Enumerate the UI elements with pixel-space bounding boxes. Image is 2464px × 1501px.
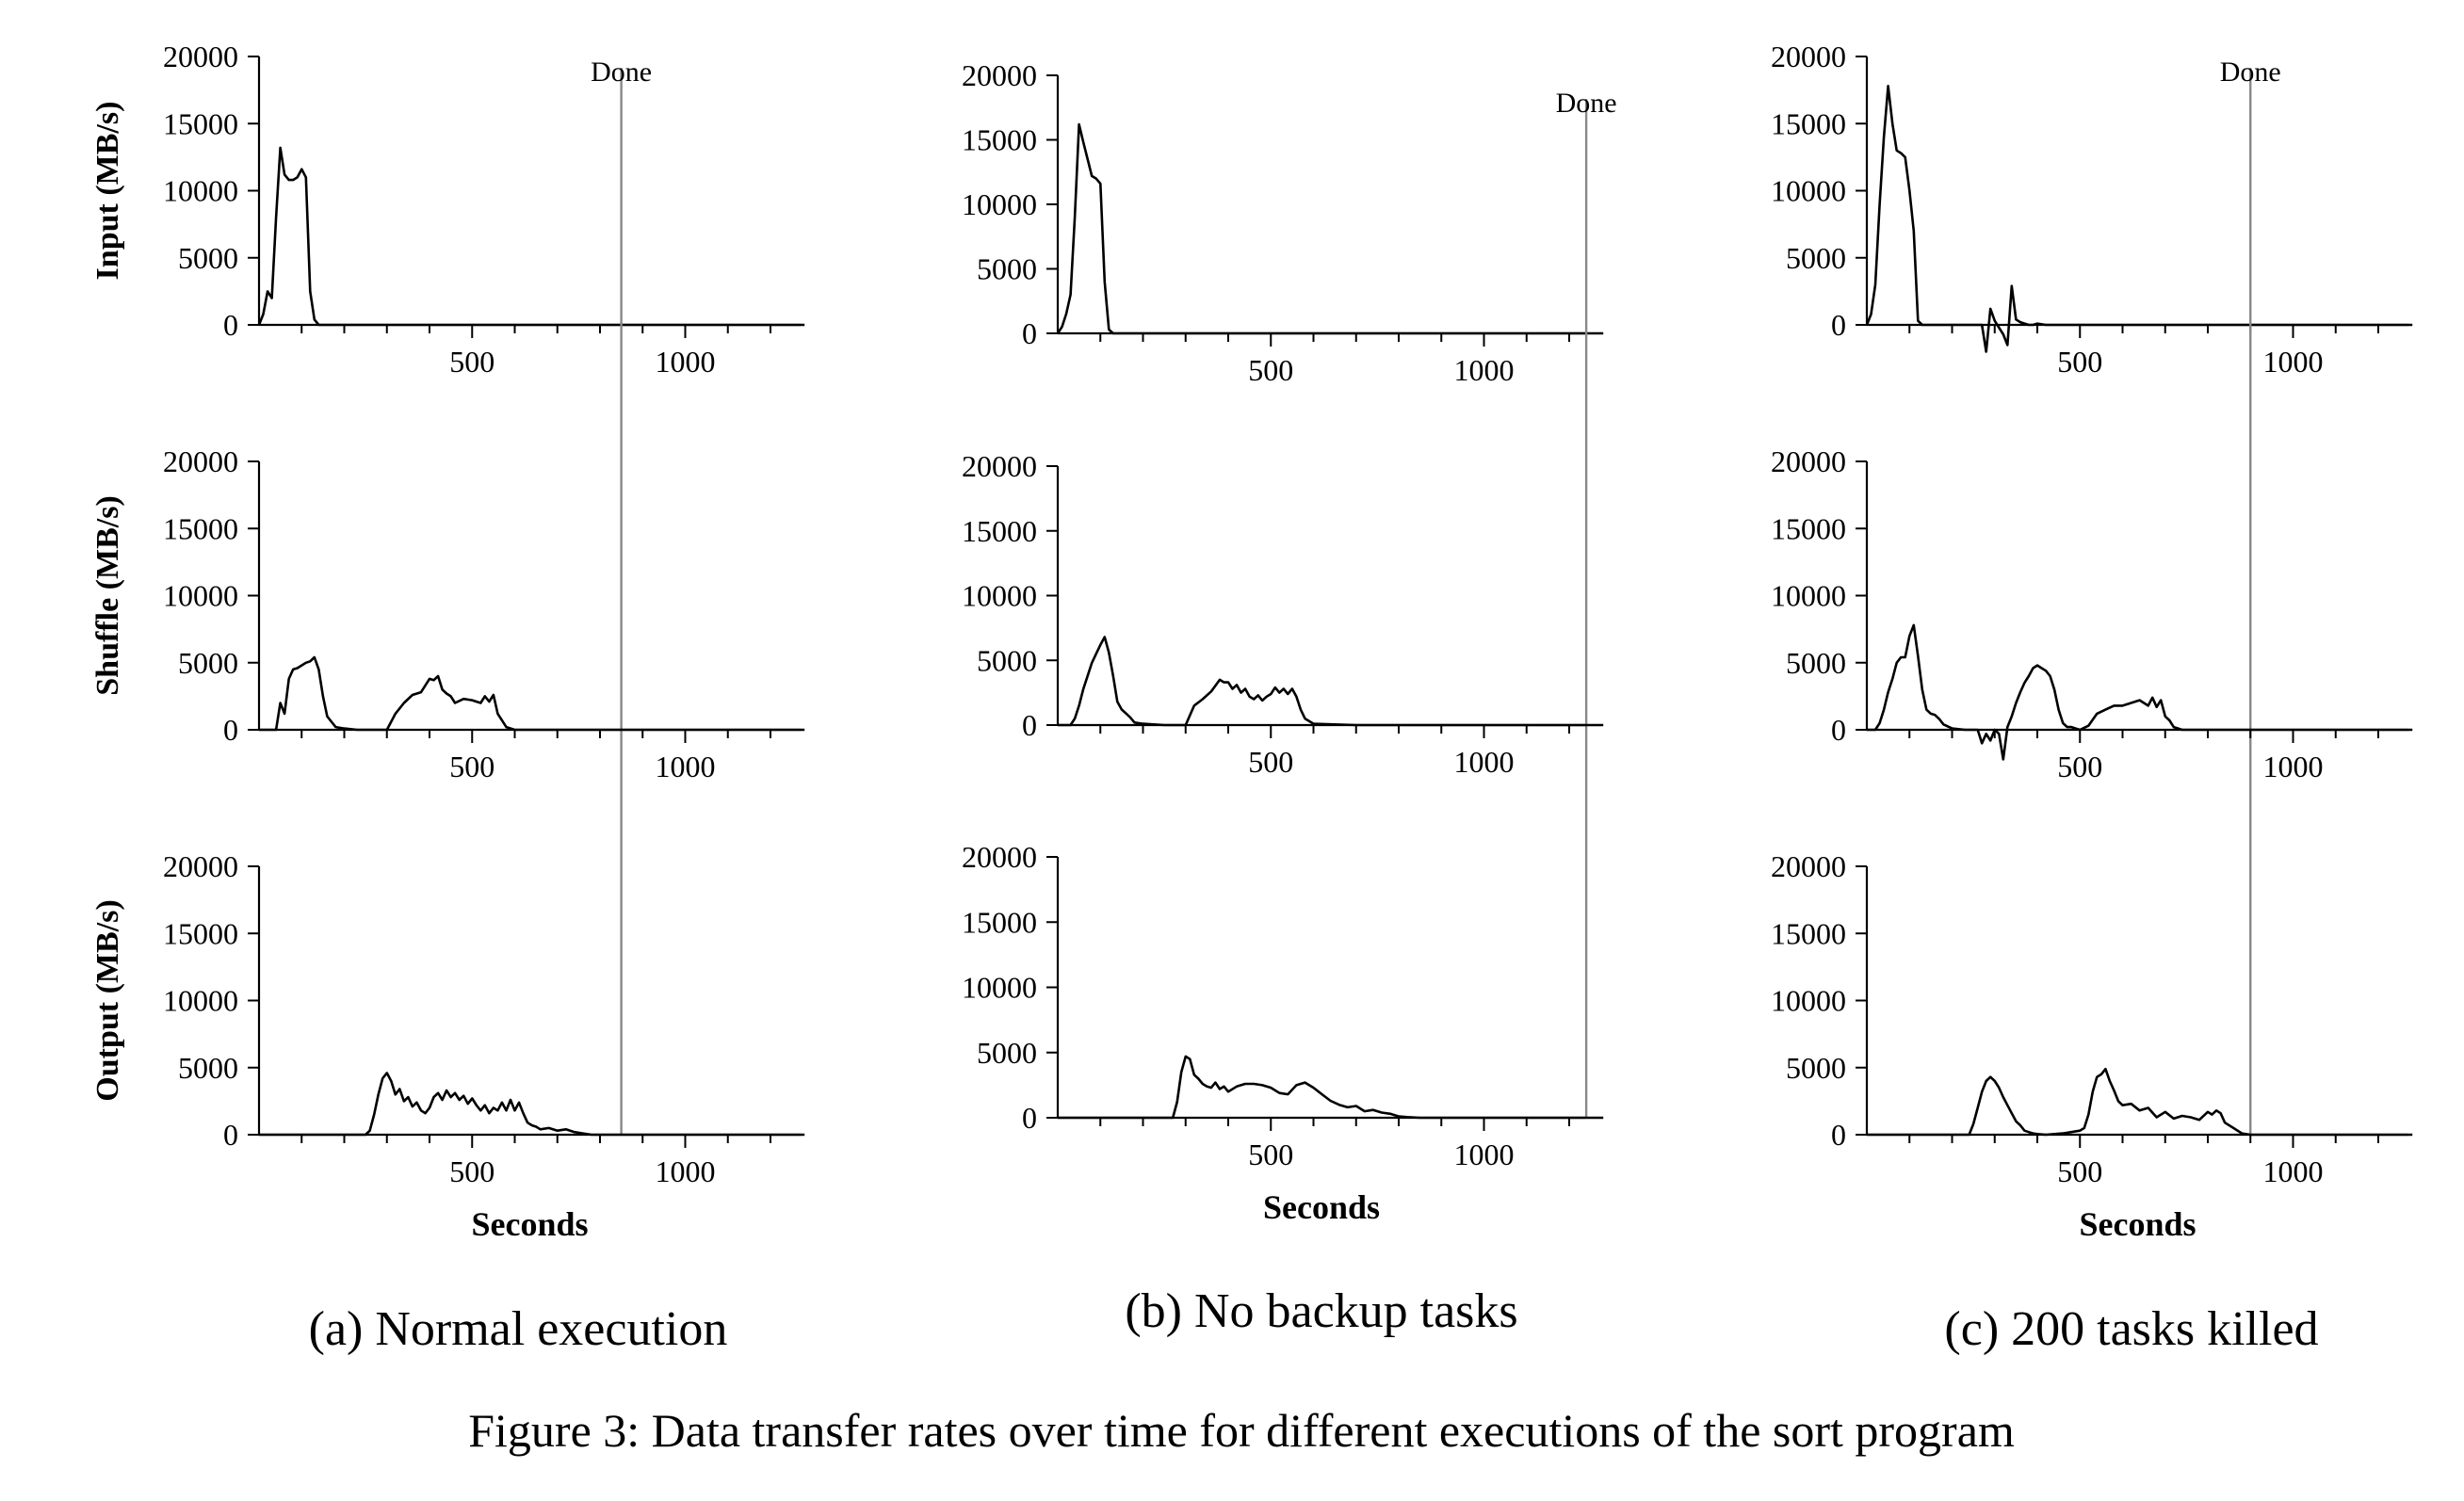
y-axis-title: Input (MB/s)	[90, 102, 125, 281]
panel-c-shuffle: 0 5000 10000 15000 20000 500 1000	[1771, 444, 2413, 783]
y-tick-label: 10000	[1771, 579, 1846, 613]
done-label: Done	[2220, 56, 2281, 88]
y-tick-label: 20000	[1771, 40, 1846, 73]
y-tick-label: 0	[1022, 1101, 1037, 1135]
panel-b-output: 0 5000 10000 15000 20000 500 1000 Seconds	[962, 840, 1604, 1226]
x-tick-label: 500	[449, 750, 494, 783]
x-tick-label: 500	[1248, 745, 1293, 779]
y-tick-label: 10000	[163, 174, 238, 208]
x-axis-title: Seconds	[471, 1205, 588, 1243]
panel-a-shuffle: 0 5000 10000 15000 20000 500 1000 Shuffle (MB/s…	[90, 444, 805, 783]
figure-caption: Figure 3: Data transfer rates over time …	[468, 1404, 2015, 1457]
data-series-line	[1056, 122, 1604, 335]
y-axis-title: Shuffle (MB/s)	[90, 495, 125, 696]
y-tick-label: 15000	[1771, 511, 1846, 545]
y-tick-label: 20000	[1771, 849, 1846, 883]
x-tick-label: 1000	[656, 345, 716, 379]
data-series-line	[1865, 85, 2413, 353]
y-tick-label: 15000	[163, 106, 238, 140]
y-tick-label: 20000	[962, 840, 1037, 874]
y-tick-label: 15000	[962, 123, 1037, 157]
y-tick-label: 10000	[1771, 174, 1846, 208]
data-series-line	[1058, 636, 1604, 727]
y-tick-label: 5000	[178, 646, 238, 680]
y-tick-label: 10000	[962, 579, 1037, 613]
y-tick-label: 0	[1831, 713, 1846, 747]
y-tick-label: 0	[1022, 316, 1037, 350]
data-series-line	[259, 1072, 805, 1137]
y-tick-label: 20000	[1771, 444, 1846, 478]
y-tick-label: 15000	[962, 514, 1037, 548]
data-series-line	[1867, 1067, 2413, 1137]
x-axis-title: Seconds	[1263, 1188, 1380, 1226]
caption-normal-execution: (a) Normal execution	[309, 1302, 728, 1356]
panel-b-shuffle: 0 5000 10000 15000 20000 500 1000	[962, 449, 1604, 779]
y-tick-label: 15000	[163, 511, 238, 545]
x-tick-label: 500	[2057, 345, 2102, 379]
data-series-line	[1058, 1055, 1604, 1120]
caption-no-backup-tasks: (b) No backup tasks	[1125, 1284, 1517, 1338]
y-tick-label: 10000	[163, 579, 238, 613]
x-tick-label: 1000	[1454, 353, 1515, 387]
x-tick-label: 1000	[656, 1154, 716, 1188]
y-tick-label: 5000	[178, 241, 238, 275]
y-tick-label: 5000	[977, 643, 1037, 677]
y-tick-label: 0	[1022, 708, 1037, 742]
y-tick-label: 5000	[178, 1051, 238, 1085]
y-tick-label: 20000	[163, 849, 238, 883]
y-tick-label: 20000	[163, 40, 238, 73]
y-tick-label: 0	[223, 713, 238, 747]
y-tick-label: 15000	[163, 916, 238, 950]
y-tick-label: 10000	[1771, 984, 1846, 1018]
data-series-line	[1867, 623, 2413, 761]
done-label: Done	[591, 56, 652, 88]
y-tick-label: 0	[1831, 308, 1846, 342]
y-tick-label: 20000	[962, 58, 1037, 92]
x-tick-label: 1000	[1454, 745, 1515, 779]
data-series-line	[257, 146, 805, 327]
x-tick-label: 500	[2057, 750, 2102, 783]
y-tick-label: 15000	[1771, 916, 1846, 950]
x-tick-label: 500	[449, 1154, 494, 1188]
data-series-line	[259, 655, 805, 732]
x-tick-label: 500	[2057, 1154, 2102, 1188]
x-tick-label: 1000	[2263, 750, 2324, 783]
x-tick-label: 1000	[2263, 1154, 2324, 1188]
y-tick-label: 5000	[1786, 646, 1846, 680]
panel-a-output: 0 5000 10000 15000 20000 500 1000 Output (MB/s)…	[90, 849, 805, 1243]
y-tick-label: 5000	[977, 252, 1037, 286]
y-tick-label: 0	[223, 308, 238, 342]
caption-tasks-killed: (c) 200 tasks killed	[1944, 1302, 2318, 1356]
x-tick-label: 1000	[656, 750, 716, 783]
y-tick-label: 15000	[1771, 106, 1846, 140]
y-tick-label: 20000	[163, 444, 238, 478]
y-tick-label: 0	[1831, 1118, 1846, 1152]
done-label: Done	[1556, 88, 1617, 119]
y-tick-label: 10000	[962, 187, 1037, 221]
y-tick-label: 20000	[962, 449, 1037, 483]
y-tick-label: 10000	[163, 984, 238, 1018]
x-tick-label: 500	[449, 345, 494, 379]
y-tick-label: 5000	[1786, 241, 1846, 275]
x-axis-title: Seconds	[2079, 1205, 2196, 1243]
x-tick-label: 1000	[1454, 1138, 1515, 1171]
x-tick-label: 500	[1248, 353, 1293, 387]
y-axis-title: Output (MB/s)	[90, 899, 125, 1101]
y-tick-label: 10000	[962, 971, 1037, 1005]
y-tick-label: 0	[223, 1118, 238, 1152]
y-tick-label: 5000	[977, 1036, 1037, 1070]
x-tick-label: 500	[1248, 1138, 1293, 1171]
x-tick-label: 1000	[2263, 345, 2324, 379]
y-tick-label: 15000	[962, 905, 1037, 939]
y-tick-label: 5000	[1786, 1051, 1846, 1085]
panel-c-output: 0 5000 10000 15000 20000 500 1000 Seconds	[1771, 849, 2413, 1243]
